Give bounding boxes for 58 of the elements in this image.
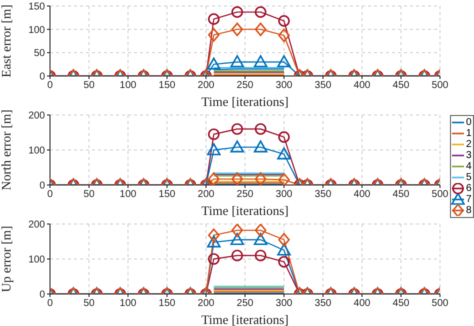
x-tick-label: 50 (83, 298, 95, 310)
y-tick-label: 0 (39, 180, 46, 192)
y-tick-label: 100 (28, 146, 46, 157)
y-tick-label: 100 (28, 254, 46, 266)
x-tick-label: 300 (276, 298, 293, 310)
x-tick-label: 500 (432, 189, 449, 200)
x-axis-title: Time [iterations] (201, 94, 289, 109)
x-tick-label: 250 (236, 298, 254, 310)
y-tick-label: 0 (39, 72, 46, 83)
x-tick-label: 400 (354, 298, 371, 310)
legend-label: 3 (466, 150, 472, 161)
x-tick-label: 100 (120, 80, 137, 92)
x-tick-label: 0 (47, 298, 54, 310)
x-tick-label: 350 (314, 189, 332, 200)
x-tick-label: 150 (158, 298, 176, 310)
x-tick-label: 400 (354, 80, 371, 92)
y-tick-label: 200 (28, 220, 46, 231)
x-tick-label: 100 (120, 298, 137, 310)
y-tick-label: 50 (34, 48, 46, 60)
y-tick-label: 200 (28, 110, 46, 122)
x-tick-label: 0 (47, 80, 54, 92)
x-tick-label: 250 (236, 189, 254, 200)
legend-label: 5 (466, 172, 472, 183)
x-tick-label: 500 (432, 80, 449, 92)
x-tick-label: 50 (83, 80, 95, 92)
x-tick-label: 50 (83, 189, 95, 200)
x-tick-label: 150 (158, 189, 176, 200)
x-tick-label: 350 (314, 80, 332, 92)
legend-label: 1 (466, 128, 472, 139)
x-tick-label: 400 (354, 189, 371, 200)
y-axis-title: Up error [m] (0, 226, 14, 292)
x-tick-label: 450 (392, 189, 410, 200)
x-tick-label: 0 (47, 189, 54, 200)
y-axis-title: East error [m] (0, 4, 14, 78)
y-tick-label: 100 (28, 24, 46, 36)
legend-label: 4 (466, 161, 472, 172)
legend-label: 2 (466, 139, 472, 150)
x-tick-label: 200 (198, 189, 215, 200)
y-axis-title: North error [m] (0, 110, 14, 190)
legend-label: 7 (466, 194, 472, 205)
legend-label: 6 (466, 183, 472, 194)
x-tick-label: 200 (198, 80, 215, 92)
x-tick-label: 100 (120, 189, 137, 200)
x-axis-title: Time [iterations] (201, 312, 289, 326)
y-tick-label: 150 (28, 2, 46, 13)
x-tick-label: 300 (276, 189, 293, 200)
x-tick-label: 200 (198, 298, 215, 310)
x-tick-label: 450 (392, 298, 410, 310)
x-tick-label: 300 (276, 80, 293, 92)
x-tick-label: 250 (236, 80, 254, 92)
x-tick-label: 350 (314, 298, 332, 310)
y-tick-label: 0 (39, 290, 46, 301)
x-axis-title: Time [iterations] (201, 203, 289, 218)
x-tick-label: 500 (432, 298, 449, 310)
x-tick-label: 150 (158, 80, 176, 92)
legend-label: 0 (466, 117, 472, 128)
legend-label: 8 (466, 205, 472, 216)
x-tick-label: 450 (392, 80, 410, 92)
